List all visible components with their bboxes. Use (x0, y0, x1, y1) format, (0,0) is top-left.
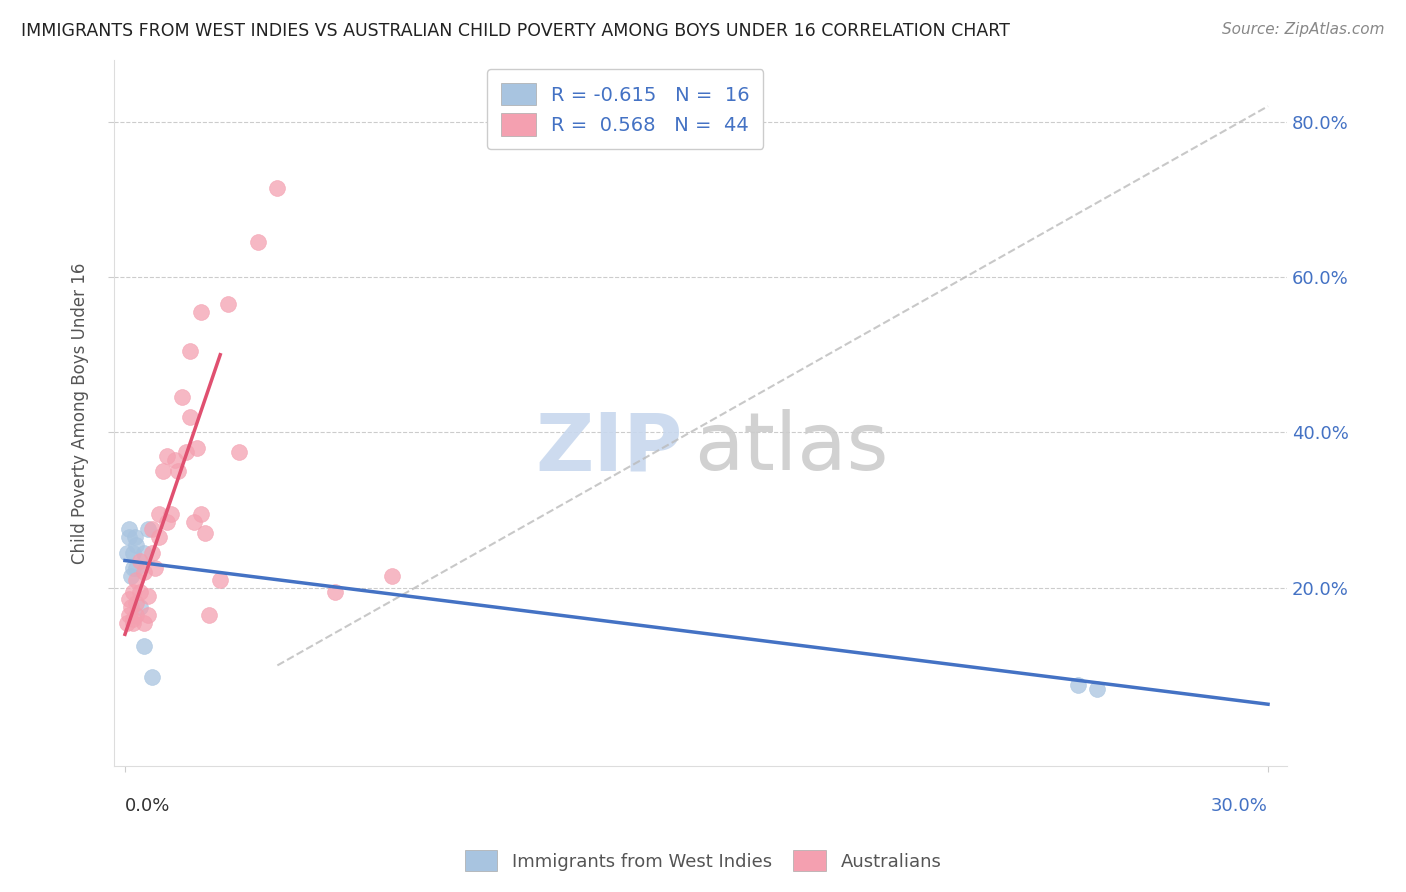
Y-axis label: Child Poverty Among Boys Under 16: Child Poverty Among Boys Under 16 (72, 262, 89, 564)
Point (148, 507, 170, 521)
Point (152, 464, 174, 478)
Point (174, 445, 197, 459)
Point (115, 615, 138, 630)
Point (381, 569, 404, 583)
Text: atlas: atlas (695, 409, 889, 487)
Text: 0.0%: 0.0% (125, 797, 170, 815)
Point (141, 546, 163, 560)
Point (179, 409, 201, 424)
Point (209, 573, 232, 587)
Point (190, 305, 212, 319)
Point (118, 523, 141, 537)
Point (115, 546, 138, 560)
Point (118, 592, 141, 607)
Point (156, 515, 179, 529)
Point (159, 507, 181, 521)
Point (167, 464, 190, 478)
Point (145, 561, 167, 575)
Point (121, 612, 143, 626)
Text: IMMIGRANTS FROM WEST INDIES VS AUSTRALIAN CHILD POVERTY AMONG BOYS UNDER 16 CORR: IMMIGRANTS FROM WEST INDIES VS AUSTRALIA… (21, 22, 1010, 40)
Point (266, 180, 288, 194)
Text: ZIP: ZIP (536, 409, 683, 487)
Point (125, 607, 148, 622)
Point (194, 526, 217, 541)
Point (121, 615, 143, 630)
Legend: R = -0.615   N =  16, R =  0.568   N =  44: R = -0.615 N = 16, R = 0.568 N = 44 (486, 70, 763, 149)
Legend: Immigrants from West Indies, Australians: Immigrants from West Indies, Australians (457, 843, 949, 879)
Text: Source: ZipAtlas.com: Source: ZipAtlas.com (1222, 22, 1385, 37)
Point (129, 553, 152, 567)
Point (118, 530, 141, 544)
Point (125, 573, 148, 587)
Point (156, 449, 179, 463)
Point (121, 584, 143, 599)
Point (183, 515, 205, 529)
Point (132, 546, 155, 560)
Point (1066, 678, 1088, 692)
Point (121, 546, 143, 560)
Point (136, 523, 159, 537)
Point (136, 589, 159, 603)
Point (198, 607, 221, 622)
Point (179, 343, 201, 358)
Point (1085, 681, 1108, 696)
Point (141, 523, 163, 537)
Point (163, 452, 186, 467)
Point (132, 615, 155, 630)
Point (120, 569, 142, 583)
Point (190, 507, 212, 521)
Point (132, 565, 155, 579)
Text: 30.0%: 30.0% (1211, 797, 1268, 815)
Point (247, 235, 270, 249)
Point (228, 445, 250, 459)
Point (124, 530, 146, 544)
Point (148, 530, 170, 544)
Point (217, 297, 239, 311)
Point (129, 584, 152, 599)
Point (125, 561, 148, 575)
Point (141, 670, 163, 684)
Point (125, 596, 148, 610)
Point (120, 600, 142, 615)
Point (323, 584, 346, 599)
Point (172, 391, 194, 405)
Point (121, 561, 143, 575)
Point (186, 441, 208, 455)
Point (136, 607, 159, 622)
Point (132, 639, 155, 653)
Point (118, 607, 141, 622)
Point (129, 600, 152, 615)
Point (125, 538, 148, 552)
